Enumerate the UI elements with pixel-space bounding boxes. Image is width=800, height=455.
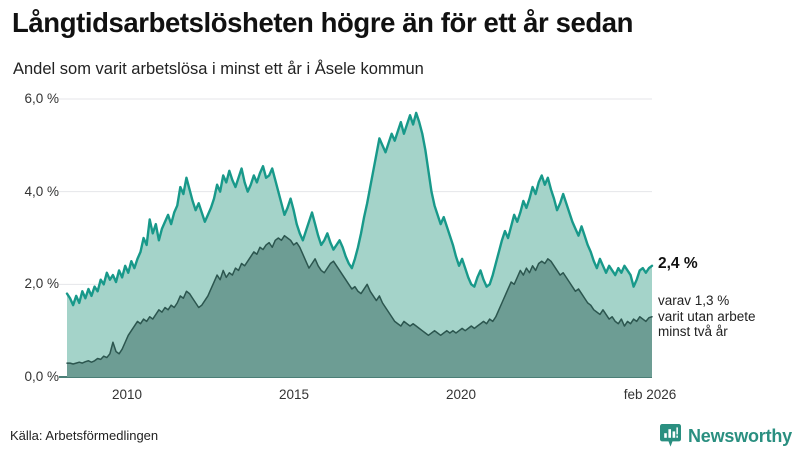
series-area xyxy=(67,235,652,377)
y-axis-tick-label: 6,0 % xyxy=(24,91,59,106)
chart-subtitle: Andel som varit arbetslösa i minst ett å… xyxy=(13,60,424,78)
x-axis-tick-label: feb 2026 xyxy=(623,387,677,402)
source-label: Källa: Arbetsförmedlingen xyxy=(10,428,159,443)
x-axis-tick-label: 2015 xyxy=(278,387,310,402)
series-line xyxy=(66,234,653,365)
brand-name: Newsworthy xyxy=(687,425,792,446)
page-title: Långtidsarbetslösheten högre än för ett … xyxy=(12,7,634,38)
series-line xyxy=(65,111,654,307)
y-axis-tick-label: 0,0 % xyxy=(24,369,59,384)
footer-divider xyxy=(0,412,800,413)
y-axis-tick-label: 2,0 % xyxy=(24,276,59,292)
annotation-line-2: varit utan arbete xyxy=(658,308,756,324)
x-axis-tick-label: 2010 xyxy=(111,387,143,402)
x-axis-tick-label: 2020 xyxy=(445,387,477,402)
series-2 xyxy=(66,234,653,377)
last-value-annotation: 2,4 % xyxy=(658,255,698,272)
secondary-series-annotation: varav 1,3 % varit utan arbete minst två … xyxy=(658,293,756,340)
annotation-line-3: minst två år xyxy=(658,324,728,339)
annotation-line-1: varav 1,3 % xyxy=(658,293,730,308)
bar-chart-icon xyxy=(659,424,681,447)
y-axis-tick-label: 4,0 % xyxy=(24,183,59,199)
newsworthy-logo[interactable]: Newsworthy xyxy=(659,424,792,447)
